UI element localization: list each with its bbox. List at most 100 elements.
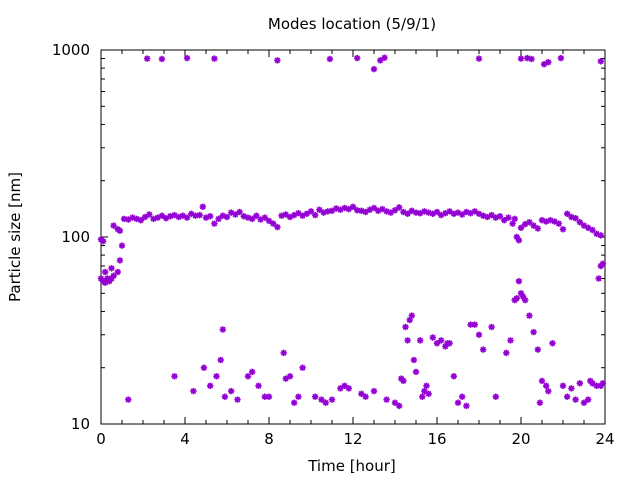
data-points: [97, 54, 607, 410]
data-point: [480, 346, 487, 353]
data-point: [501, 216, 508, 224]
data-point: [381, 54, 388, 61]
data-point: [513, 295, 520, 302]
data-point: [402, 323, 409, 331]
data-point: [511, 215, 518, 223]
data-point: [536, 399, 544, 406]
data-point: [358, 390, 365, 397]
data-point: [312, 211, 319, 219]
data-point: [576, 380, 583, 387]
data-point: [538, 377, 546, 385]
data-point: [557, 54, 565, 62]
x-tick-label: 24: [595, 430, 614, 448]
data-point: [236, 208, 243, 216]
x-tick-label: 16: [427, 430, 446, 448]
data-point: [396, 204, 403, 211]
data-point: [526, 312, 533, 319]
data-point: [326, 55, 334, 63]
data-point: [253, 212, 260, 219]
data-point: [463, 402, 470, 410]
data-point: [408, 312, 415, 319]
data-point: [146, 211, 153, 218]
data-point: [488, 323, 495, 331]
data-point: [280, 349, 287, 357]
data-point: [345, 385, 352, 392]
y-tick-label: 1000: [52, 41, 90, 59]
data-point: [530, 222, 537, 229]
data-point: [158, 55, 166, 63]
data-point: [370, 204, 378, 212]
data-point: [108, 265, 115, 272]
data-point: [423, 382, 430, 389]
data-point: [446, 208, 453, 215]
x-tick-label: 12: [343, 430, 362, 448]
data-point: [555, 220, 562, 227]
data-point: [217, 356, 224, 364]
data-point: [120, 215, 128, 223]
data-point: [274, 57, 281, 64]
data-point: [206, 382, 214, 389]
data-point: [116, 227, 124, 234]
data-point: [589, 226, 596, 234]
data-point: [410, 356, 418, 364]
data-point: [585, 224, 592, 232]
data-point: [391, 207, 399, 214]
data-point: [549, 340, 556, 347]
data-point: [599, 380, 607, 387]
data-point: [265, 217, 273, 225]
y-axis-label: Particle size [nm]: [6, 172, 24, 302]
data-point: [291, 399, 298, 406]
data-point: [528, 55, 535, 63]
data-point: [433, 340, 441, 347]
data-point: [341, 382, 348, 389]
data-point: [383, 396, 390, 403]
data-point: [417, 337, 424, 344]
data-point: [211, 55, 218, 62]
x-tick-label: 4: [180, 430, 190, 448]
data-point: [234, 396, 241, 403]
data-point: [154, 214, 161, 221]
data-point: [200, 364, 208, 371]
data-point: [450, 373, 457, 380]
data-point: [475, 55, 483, 62]
data-point: [223, 213, 231, 221]
data-point: [183, 54, 191, 62]
data-point: [459, 393, 466, 400]
data-point: [221, 393, 229, 400]
data-point: [286, 213, 294, 221]
data-point: [530, 328, 537, 336]
data-point: [505, 214, 512, 221]
data-point: [597, 232, 604, 239]
data-point: [599, 260, 607, 267]
data-point: [219, 326, 227, 333]
data-point: [543, 382, 550, 389]
data-point: [354, 54, 361, 62]
data-point: [496, 213, 504, 220]
data-point: [116, 257, 124, 264]
data-point: [206, 213, 214, 220]
data-point: [137, 216, 145, 224]
data-point: [429, 334, 436, 341]
data-point: [559, 382, 567, 389]
x-tick-label: 0: [96, 430, 106, 448]
data-point: [125, 396, 132, 403]
data-point: [183, 214, 191, 221]
data-point: [143, 55, 151, 62]
data-point: [337, 385, 344, 392]
data-point: [545, 59, 552, 66]
data-point: [568, 385, 575, 392]
data-point: [114, 268, 122, 276]
data-point: [316, 206, 323, 213]
data-point: [199, 203, 207, 211]
data-point: [425, 390, 432, 397]
x-tick-labels: 0 4 8 12 16 20 24: [96, 430, 614, 448]
data-point: [101, 268, 109, 276]
data-point: [585, 396, 592, 403]
data-point: [471, 321, 478, 328]
data-point: [274, 223, 281, 231]
data-point: [572, 396, 579, 403]
data-point: [534, 346, 541, 353]
data-point: [400, 377, 407, 385]
data-point: [517, 55, 525, 62]
